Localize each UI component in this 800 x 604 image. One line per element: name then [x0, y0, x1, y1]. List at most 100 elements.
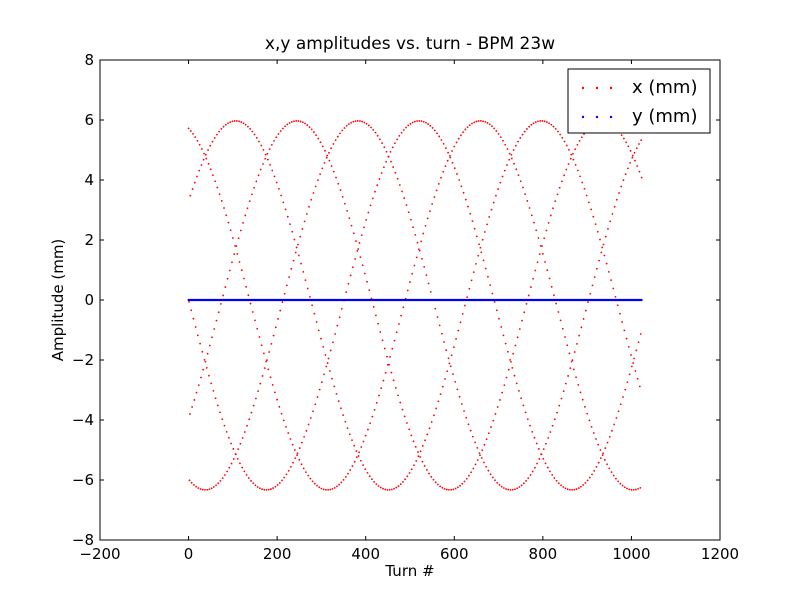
- x-data-point: [221, 418, 224, 420]
- x-data-point: [219, 480, 222, 482]
- x-data-point: [251, 193, 253, 196]
- x-data-point: [277, 133, 280, 135]
- x-data-point: [634, 488, 637, 491]
- x-data-point: [498, 484, 501, 486]
- x-data-point: [429, 124, 432, 127]
- x-data-point: [483, 443, 486, 446]
- x-data-point: [631, 156, 634, 159]
- x-data-point: [412, 440, 415, 443]
- x-data-point: [297, 243, 299, 246]
- x-data-point: [213, 137, 216, 139]
- x-data-point: [411, 272, 414, 275]
- x-data-point: [508, 152, 511, 155]
- x-data-point: [394, 171, 397, 174]
- x-data-point: [309, 477, 312, 480]
- x-data-point: [535, 229, 538, 232]
- y-tick-label: 6: [84, 111, 94, 129]
- x-data-point: [558, 186, 561, 189]
- x-data-point: [508, 158, 511, 161]
- x-data-point: [406, 475, 409, 478]
- x-data-point: [488, 123, 491, 126]
- x-data-point: [512, 352, 515, 355]
- x-data-point: [194, 326, 197, 328]
- x-data-point: [545, 442, 547, 445]
- x-data-point: [634, 370, 637, 372]
- x-data-point: [262, 352, 265, 355]
- x-data-point: [382, 487, 384, 490]
- x-data-point: [583, 133, 585, 135]
- x-tick-labels: −200 0 200 400 600 800 1000 1200: [79, 545, 739, 563]
- x-data-point: [538, 458, 541, 460]
- x-data-point: [289, 466, 292, 468]
- x-data-point: [382, 166, 385, 169]
- x-data-point: [344, 202, 346, 205]
- x-data-point: [201, 350, 204, 353]
- x-data-point: [383, 146, 386, 149]
- y-tick-label: −8: [72, 531, 94, 549]
- x-data-point: [500, 485, 503, 488]
- x-data-point: [212, 390, 215, 392]
- x-data-point: [301, 228, 304, 230]
- x-data-point: [577, 384, 580, 386]
- x-data-point: [370, 126, 372, 129]
- x-data-point: [466, 126, 469, 129]
- x-data-point: [248, 200, 251, 203]
- x-tick-label: 600: [440, 545, 469, 563]
- x-data-point: [383, 347, 386, 350]
- x-data-point: [605, 262, 608, 265]
- x-data-point: [333, 486, 336, 489]
- x-data-point: [598, 259, 600, 262]
- axis-ticks: [99, 59, 721, 541]
- x-data-point: [483, 231, 486, 233]
- x-data-point: [402, 481, 404, 483]
- x-data-point: [625, 141, 628, 144]
- x-data-point: [270, 488, 272, 490]
- x-data-point: [294, 457, 297, 460]
- x-data-point: [514, 144, 517, 147]
- x-data-point: [193, 399, 196, 401]
- x-data-point: [239, 229, 242, 232]
- x-data-point: [501, 391, 504, 394]
- x-data-point: [293, 449, 296, 451]
- x-data-point: [291, 443, 294, 446]
- x-tick-label: 400: [351, 545, 380, 563]
- x-data-point: [194, 136, 197, 139]
- x-data-point: [341, 195, 344, 198]
- x-data-point: [242, 221, 244, 224]
- x-data-point: [444, 165, 447, 168]
- x-data-point: [541, 120, 544, 122]
- x-data-point: [355, 456, 358, 459]
- x-data-point: [467, 423, 470, 426]
- x-data-point: [501, 175, 504, 178]
- x-data-point: [196, 334, 199, 337]
- x-data-point: [286, 215, 289, 218]
- x-data-point: [441, 486, 444, 489]
- x-data-point: [581, 181, 584, 184]
- x-data-point: [440, 139, 443, 141]
- x-data-point: [238, 261, 241, 263]
- x-data-point: [407, 211, 410, 214]
- x-data-point: [400, 131, 403, 134]
- x-data-point: [504, 143, 507, 146]
- x-data-point: [510, 153, 513, 156]
- x-data-point: [371, 197, 374, 200]
- x-data-point: [310, 128, 313, 131]
- x-data-point: [403, 415, 406, 418]
- x-data-point: [275, 181, 278, 184]
- x-data-point: [455, 141, 458, 144]
- x-data-point: [371, 478, 373, 481]
- x-data-point: [620, 185, 623, 188]
- x-data-point: [386, 355, 388, 358]
- x-data-point: [349, 274, 352, 277]
- x-data-point: [246, 207, 249, 210]
- x-data-point: [367, 428, 369, 431]
- x-data-point: [362, 464, 364, 467]
- x-data-point: [595, 267, 598, 270]
- x-data-point: [520, 484, 523, 487]
- x-data-point: [290, 121, 293, 123]
- x-tick-label: −200: [79, 545, 120, 563]
- x-data-point: [619, 312, 621, 315]
- x-data-point: [638, 143, 640, 145]
- x-data-point: [263, 367, 266, 369]
- x-data-point: [482, 120, 484, 123]
